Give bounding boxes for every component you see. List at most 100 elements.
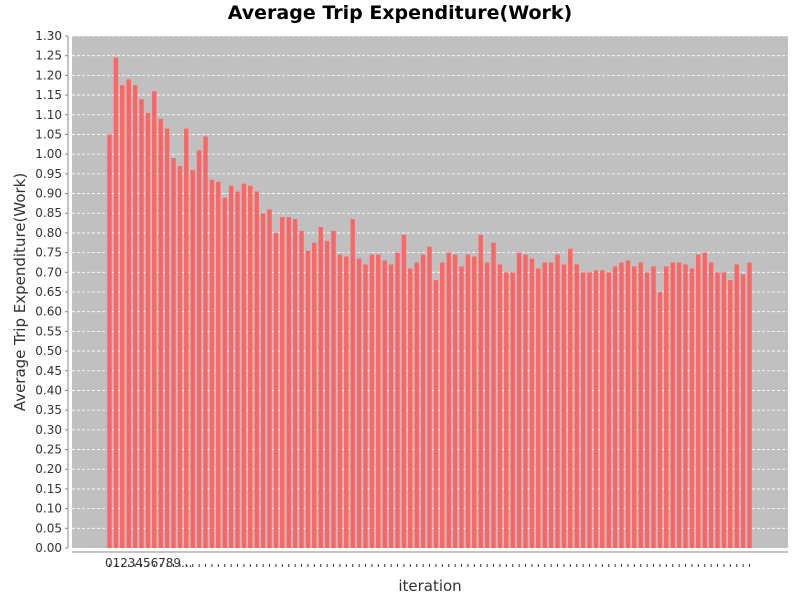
bar xyxy=(273,232,279,549)
bar xyxy=(363,264,368,548)
x-tick-label: 6 xyxy=(151,556,159,570)
bar xyxy=(280,217,285,549)
y-tick-label: 0.60 xyxy=(35,305,62,319)
x-tick-label: 3 xyxy=(128,556,136,570)
bar xyxy=(523,254,528,548)
bar xyxy=(715,272,720,548)
bar xyxy=(171,158,176,548)
bar xyxy=(241,183,247,548)
x-tick-label: 5 xyxy=(143,556,151,570)
y-tick-label: 0.65 xyxy=(35,285,62,299)
bar xyxy=(286,217,291,549)
bar xyxy=(516,252,522,548)
bar xyxy=(459,266,464,548)
y-tick-label: 0.45 xyxy=(35,364,62,378)
y-tick-label: 1.25 xyxy=(35,49,62,63)
x-tick-label: 2 xyxy=(120,556,128,570)
bars xyxy=(107,57,752,549)
bar xyxy=(606,272,611,548)
y-tick-label: 1.20 xyxy=(35,68,62,82)
bar xyxy=(395,252,400,548)
bar xyxy=(555,254,560,548)
bar xyxy=(721,272,727,548)
bar xyxy=(299,230,304,548)
bar xyxy=(542,262,547,548)
bar xyxy=(248,185,253,548)
y-tick-label: 1.00 xyxy=(35,147,62,161)
bar xyxy=(337,254,343,548)
y-tick-label: 0.50 xyxy=(35,344,62,358)
y-tick-label: 1.10 xyxy=(35,108,62,122)
bar xyxy=(203,136,208,548)
bar xyxy=(600,270,605,548)
bar xyxy=(356,258,362,548)
bar xyxy=(580,272,586,548)
bar xyxy=(465,254,471,548)
y-tick-label: 0.75 xyxy=(35,246,62,260)
bar xyxy=(433,280,439,548)
bar xyxy=(478,234,483,548)
bar xyxy=(497,264,503,548)
bar xyxy=(228,185,234,548)
y-tick-label: 0.40 xyxy=(35,383,62,397)
bar xyxy=(427,246,432,548)
y-tick-label: 0.95 xyxy=(35,167,62,181)
bar xyxy=(472,256,477,548)
y-tick-label: 1.05 xyxy=(35,127,62,141)
y-tick-label: 1.30 xyxy=(35,29,62,43)
bar xyxy=(728,280,733,548)
bar xyxy=(452,254,458,548)
x-axis: 0 1 2 3 4 5 6 7 8 9... xyxy=(72,551,788,570)
bar xyxy=(196,150,202,548)
bar xyxy=(574,264,579,548)
bar xyxy=(696,254,701,548)
bar xyxy=(504,272,509,548)
y-tick-label: 0.35 xyxy=(35,403,62,417)
bar xyxy=(632,266,637,548)
bar xyxy=(657,292,663,548)
y-tick-label: 0.05 xyxy=(35,521,62,535)
bar xyxy=(644,272,650,548)
bar xyxy=(292,219,298,548)
y-tick-label: 0.20 xyxy=(35,462,62,476)
bar xyxy=(222,197,227,549)
bar xyxy=(344,256,349,548)
bar xyxy=(312,242,317,548)
x-tick-label: 4 xyxy=(135,556,143,570)
bar xyxy=(324,240,330,549)
bar xyxy=(548,262,554,548)
bar xyxy=(414,262,419,548)
bar xyxy=(267,209,272,549)
bar xyxy=(235,191,240,548)
x-tick-label: 7 xyxy=(158,556,166,570)
y-tick-label: 0.25 xyxy=(35,443,62,457)
bar xyxy=(408,268,413,548)
bar xyxy=(561,264,567,548)
bar xyxy=(734,264,739,548)
x-tick-label: 9... xyxy=(173,556,192,570)
bar xyxy=(625,260,631,548)
bar xyxy=(132,85,138,548)
bar xyxy=(420,254,426,548)
bar xyxy=(126,79,131,548)
bar xyxy=(216,181,221,548)
bar xyxy=(747,262,752,548)
bar xyxy=(177,165,183,548)
bar xyxy=(120,85,125,548)
bar xyxy=(145,112,151,549)
bar xyxy=(702,252,707,548)
bar xyxy=(587,272,592,548)
bar xyxy=(689,268,695,548)
y-tick-label: 0.55 xyxy=(35,324,62,338)
bar xyxy=(139,99,144,549)
bar xyxy=(568,248,573,548)
x-tick-label: 0 xyxy=(105,556,113,570)
y-tick-label: 0.10 xyxy=(35,502,62,516)
bar xyxy=(184,128,189,549)
bar xyxy=(529,258,535,548)
bar xyxy=(446,252,451,548)
bar xyxy=(683,264,688,548)
bar xyxy=(440,262,445,548)
y-tick-label: 1.15 xyxy=(35,88,62,102)
